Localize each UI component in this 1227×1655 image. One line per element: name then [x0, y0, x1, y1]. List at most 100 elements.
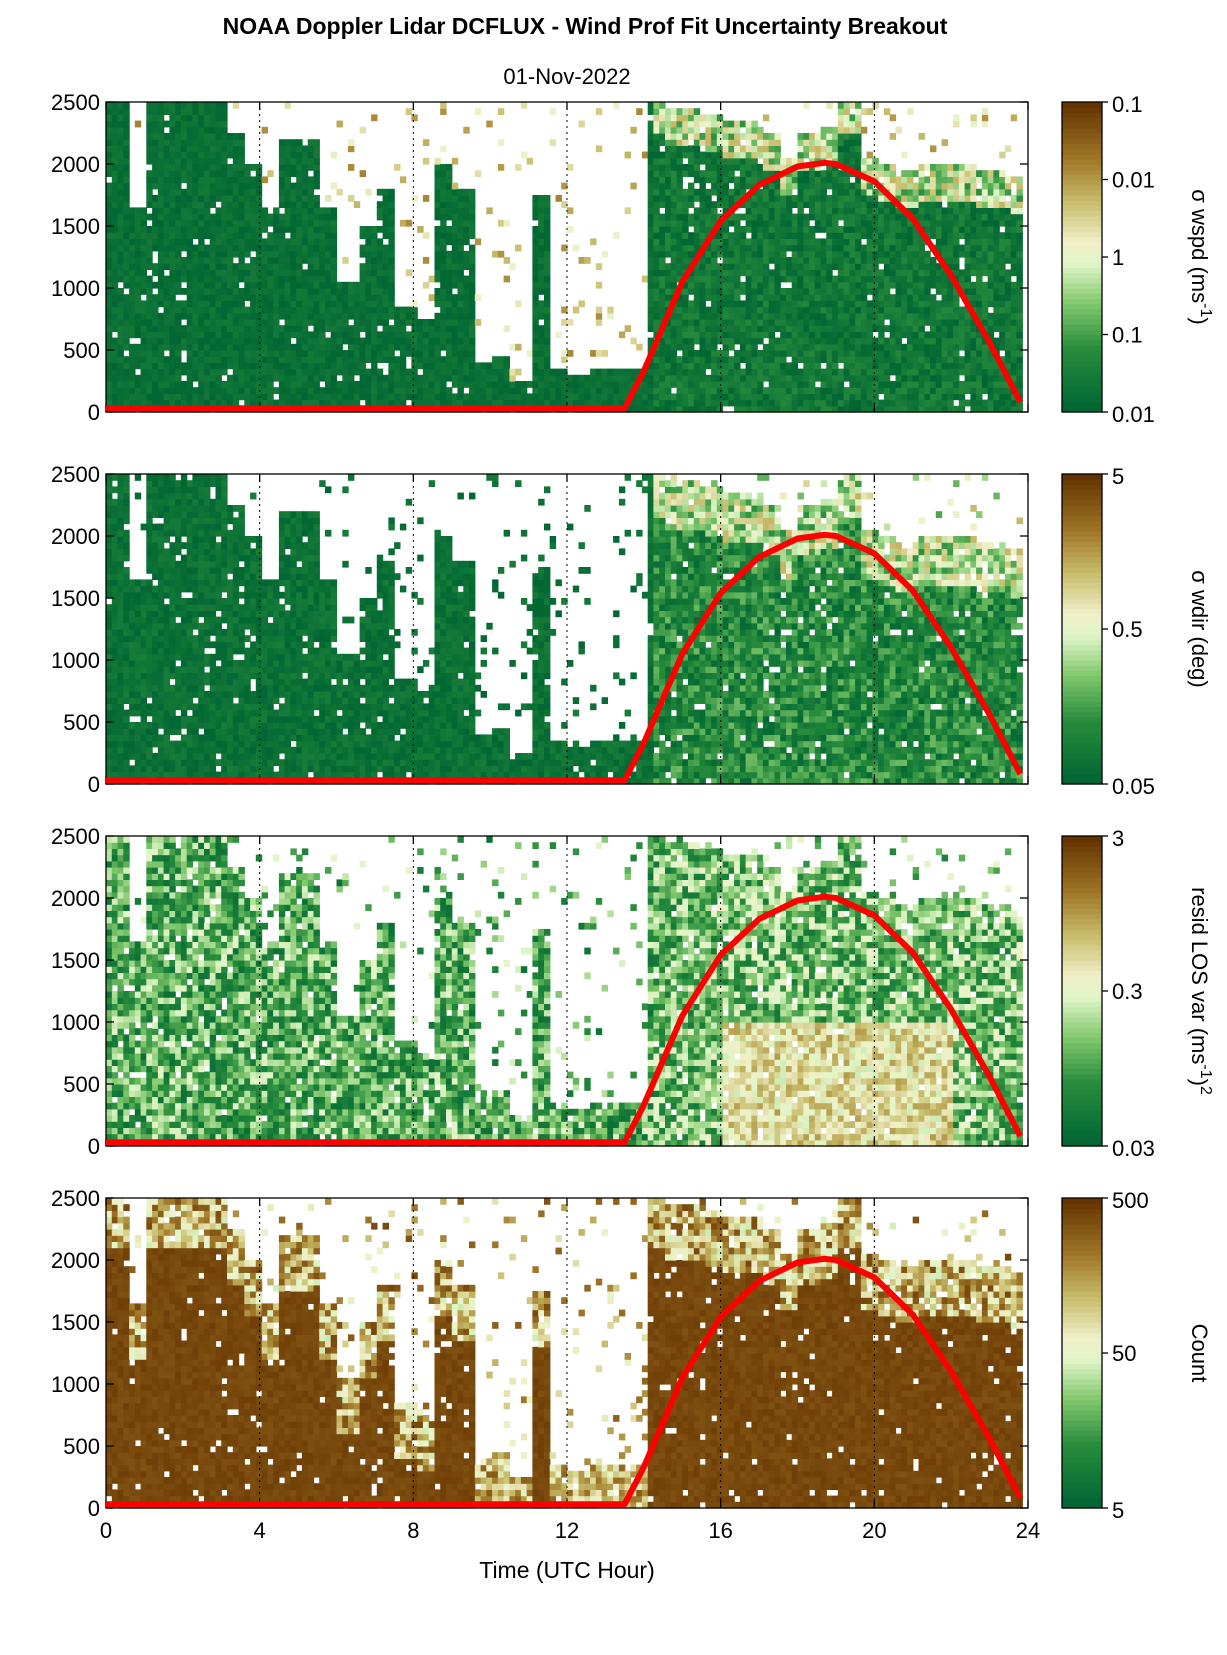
heatmap-cell: [832, 356, 839, 363]
heatmap-cell: [803, 226, 810, 233]
heatmap-cell: [613, 368, 620, 376]
heatmap-cell: [901, 170, 908, 177]
heatmap-cell: [290, 207, 297, 215]
heatmap-cell: [255, 182, 263, 190]
heatmap-cell: [866, 343, 873, 351]
heatmap-cell: [250, 312, 257, 320]
heatmap-cell: [319, 350, 326, 357]
heatmap-cell: [572, 244, 580, 252]
heatmap-cell: [849, 306, 856, 314]
heatmap-cell: [878, 170, 885, 177]
heatmap-cell: [232, 399, 240, 407]
heatmap-cell: [682, 120, 689, 128]
heatmap-cell: [688, 120, 695, 128]
heatmap-cell: [837, 232, 845, 239]
heatmap-cell: [342, 362, 349, 370]
heatmap-cell: [129, 232, 136, 239]
heatmap-cell: [163, 195, 170, 202]
heatmap-cell: [227, 312, 234, 320]
heatmap-cell: [814, 269, 822, 277]
heatmap-cell: [659, 250, 666, 258]
heatmap-cell: [232, 151, 240, 159]
heatmap-cell: [774, 381, 781, 388]
heatmap-cell: [123, 188, 130, 196]
heatmap-cell: [342, 331, 349, 339]
heatmap-cell: [186, 312, 194, 320]
heatmap-cell: [665, 269, 672, 277]
heatmap-cell: [330, 288, 338, 295]
heatmap-cell: [273, 238, 280, 246]
heatmap-cell: [901, 343, 908, 351]
heatmap-cell: [682, 325, 689, 332]
heatmap-cell: [451, 219, 459, 227]
heatmap-cell: [422, 343, 430, 351]
heatmap-cell: [549, 399, 557, 407]
heatmap-cell: [284, 362, 291, 370]
heatmap-cell: [278, 139, 286, 146]
heatmap-cell: [734, 145, 741, 153]
heatmap-cell: [319, 263, 326, 270]
heatmap-cell: [659, 405, 666, 413]
heatmap-cell: [146, 126, 153, 134]
heatmap-cell: [791, 288, 799, 295]
heatmap-cell: [434, 188, 441, 196]
heatmap-cell: [411, 195, 418, 202]
heatmap-cell: [843, 213, 850, 221]
heatmap-cell: [866, 312, 873, 320]
heatmap-cell: [739, 151, 747, 159]
heatmap-cell: [117, 188, 124, 196]
heatmap-cell: [924, 288, 931, 295]
heatmap-cell: [745, 182, 752, 190]
heatmap-cell: [791, 337, 799, 345]
heatmap-cell: [722, 182, 729, 190]
heatmap-cell: [866, 164, 873, 171]
heatmap-cell: [123, 275, 130, 283]
heatmap-cell: [284, 201, 291, 208]
heatmap-cell: [613, 232, 620, 239]
heatmap-cell: [319, 300, 326, 308]
heatmap-cell: [711, 393, 718, 401]
heatmap-cell: [734, 387, 741, 394]
heatmap-cell: [716, 195, 724, 202]
heatmap-cell: [590, 393, 597, 401]
heatmap-cell: [774, 356, 781, 363]
heatmap-cell: [313, 182, 320, 190]
heatmap-cell: [152, 182, 159, 190]
heatmap-cell: [751, 120, 758, 128]
heatmap-cell: [209, 300, 217, 308]
heatmap-cell: [843, 374, 850, 382]
heatmap-cell: [930, 337, 937, 345]
heatmap-cell: [232, 325, 240, 332]
heatmap-cell: [434, 331, 441, 339]
heatmap-cell: [238, 350, 245, 357]
heatmap-cell: [532, 263, 539, 270]
heatmap-cell: [832, 350, 839, 357]
heatmap-cell: [883, 312, 891, 320]
heatmap-cell: [106, 164, 113, 171]
heatmap-cell: [912, 306, 920, 314]
heatmap-cell: [584, 381, 591, 388]
heatmap-cell: [111, 244, 119, 252]
heatmap-cell: [791, 281, 799, 289]
heatmap-cell: [866, 157, 873, 165]
heatmap-cell: [624, 387, 631, 394]
heatmap-cell: [855, 387, 862, 394]
heatmap-cell: [918, 393, 925, 401]
heatmap-cell: [221, 263, 228, 270]
heatmap-cell: [935, 356, 943, 363]
heatmap-cell: [336, 331, 343, 339]
heatmap-cell: [716, 350, 724, 357]
heatmap-cell: [739, 405, 747, 413]
heatmap-cell: [860, 337, 868, 345]
heatmap-cell: [365, 325, 372, 332]
heatmap-cell: [238, 145, 245, 153]
heatmap-cell: [924, 164, 931, 171]
heatmap-cell: [192, 331, 199, 339]
heatmap-cell: [561, 374, 568, 382]
heatmap-cell: [860, 288, 868, 295]
heatmap-cell: [428, 294, 436, 301]
heatmap-cell: [371, 263, 378, 270]
heatmap-cell: [434, 312, 441, 320]
heatmap-cell: [359, 387, 366, 394]
heatmap-cell: [774, 145, 781, 153]
